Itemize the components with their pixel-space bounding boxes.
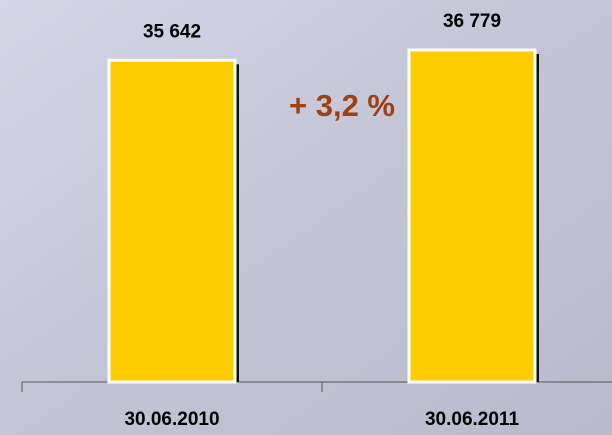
annotation: + 3,2 %: [289, 88, 395, 123]
x-tick-label: 30.06.2010: [124, 409, 219, 430]
x-tick-label: 30.06.2011: [425, 409, 519, 430]
value-label: 36 779: [443, 11, 501, 32]
value-label: 35 642: [143, 21, 201, 42]
bar: [107, 58, 237, 384]
bar: [407, 48, 537, 384]
